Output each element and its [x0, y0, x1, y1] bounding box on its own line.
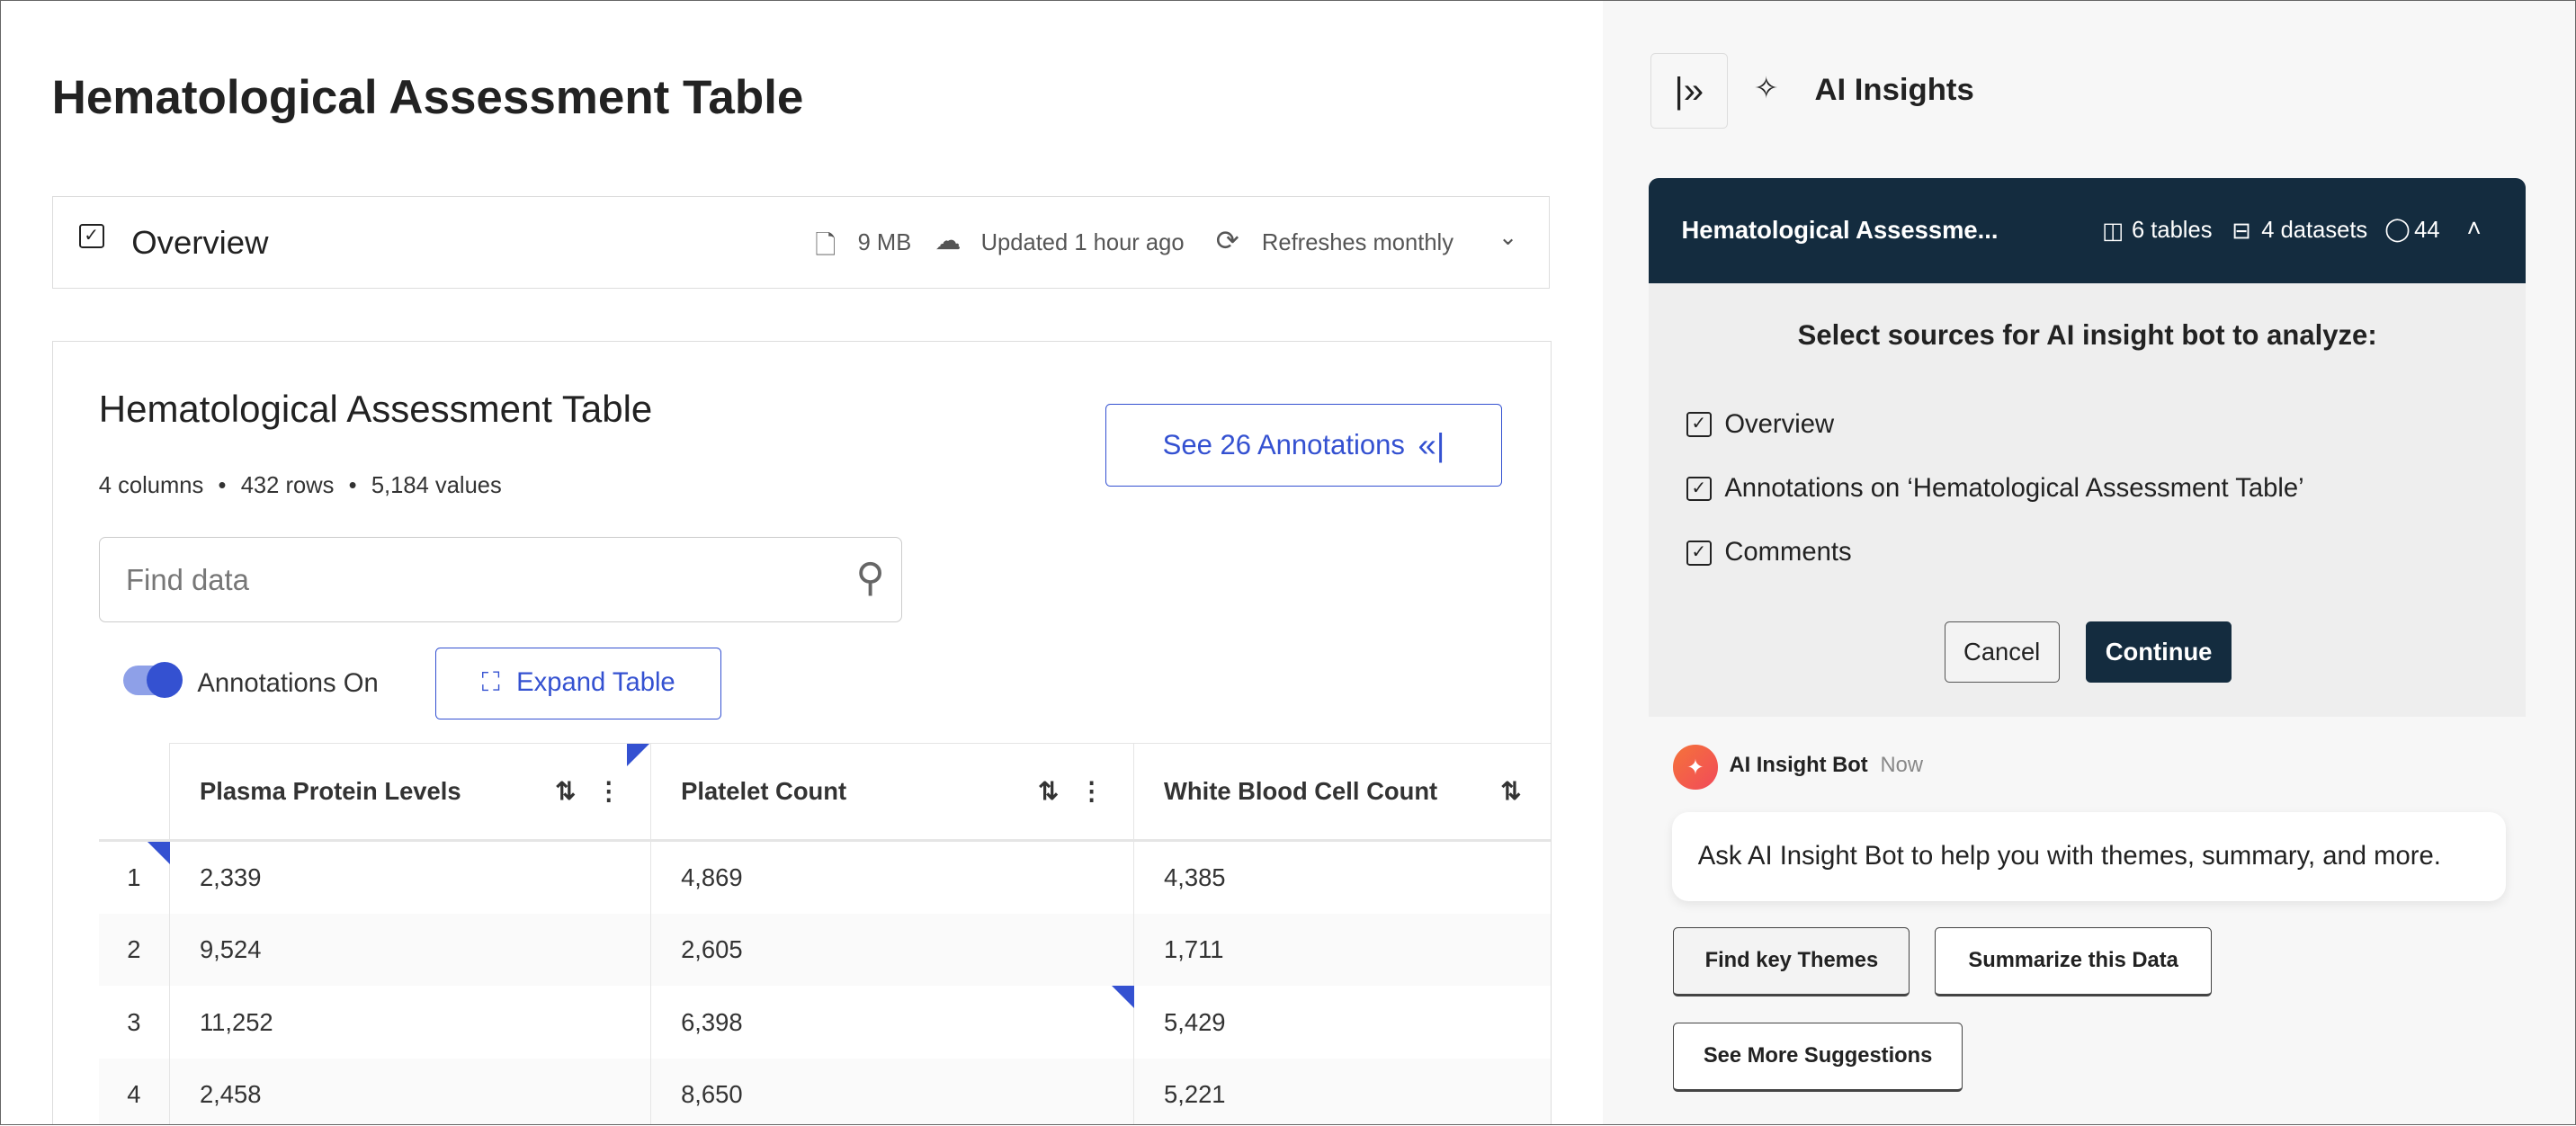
cancel-button[interactable]: Cancel [1944, 621, 2060, 683]
checkbox-checked-icon: ✓ [1686, 540, 1712, 566]
source-checkbox-annotations[interactable]: ✓ Annotations on ‘Hematological Assessmen… [1686, 474, 2304, 504]
checkbox-icon: ✓ [78, 223, 104, 249]
table-title: Hematological Assessment Table [98, 388, 653, 431]
table-row[interactable]: 2 9,524 2,605 1,711 [98, 914, 1552, 987]
sort-icon[interactable]: ⇅ [1500, 776, 1522, 805]
expand-table-label: Expand Table [516, 668, 675, 698]
source-card-title: Hematological Assessme... [1681, 216, 1999, 245]
file-icon: 🗋 [815, 231, 836, 261]
ai-insights-panel: |» ✧ AI Insights Hematological Assessme.… [1602, 1, 2575, 1125]
bot-avatar: ✦ [1673, 745, 1718, 790]
column-header-label: Plasma Protein Levels [199, 776, 461, 805]
table-stats: 4 columns • 432 rows • 5,184 values [99, 473, 502, 499]
overview-bar[interactable]: ✓ Overview 🗋 9 MB ☁ Updated 1 hour ago ⟳… [51, 196, 1551, 289]
source-checkbox-comments[interactable]: ✓ Comments [1686, 538, 1852, 567]
table-cell[interactable]: 5,221 [1133, 1058, 1552, 1125]
tables-icon: ◫ [2102, 219, 2124, 245]
cloud-upload-icon: ☁ [935, 227, 962, 256]
annotations-toggle[interactable] [123, 662, 183, 699]
sort-icon[interactable]: ⇅ ⋮ [555, 776, 622, 805]
table-card: Hematological Assessment Table 4 columns… [51, 341, 1552, 1125]
page-title: Hematological Assessment Table [51, 70, 804, 124]
annotations-toggle-label: Annotations On [197, 668, 379, 698]
data-table: Plasma Protein Levels ⇅ ⋮ Platelet Count ⇅… [98, 742, 1552, 1125]
table-cell[interactable]: 9,524 [169, 914, 651, 987]
datasets-icon: ⊟ [2232, 219, 2251, 245]
table-cell[interactable]: 6,398 [650, 986, 1134, 1059]
table-row[interactable]: 3 11,252 6,398 5,429 [99, 986, 1552, 1059]
main-panel: Hematological Assessment Table ✓ Overvie… [1, 1, 1603, 1125]
table-cell[interactable]: 4,385 [1133, 840, 1552, 915]
select-sources-title: Select sources for AI insight bot to ana… [1797, 319, 2377, 352]
column-header[interactable]: Platelet Count ⇅ ⋮ [626, 742, 1134, 842]
comments-count: 44 [2414, 218, 2440, 244]
table-row[interactable]: 4 2,458 8,650 5,221 [98, 1058, 1552, 1125]
refresh-text: Refreshes monthly [1261, 229, 1454, 255]
collapse-panel-button[interactable]: |» [1650, 53, 1728, 130]
bot-timestamp: Now [1880, 753, 1923, 777]
table-row[interactable]: 1 2,339 4,869 4,385 [99, 840, 1552, 915]
expand-table-button[interactable]: ⛶ Expand Table [435, 647, 721, 720]
refresh-icon: ⟳ [1215, 225, 1239, 257]
see-more-suggestions-button[interactable]: See More Suggestions [1673, 1023, 1963, 1092]
table-cell[interactable]: 2,339 [147, 840, 651, 915]
row-number: 1 [127, 862, 141, 891]
checkbox-checked-icon: ✓ [1686, 412, 1712, 438]
source-selection: Select sources for AI insight bot to ana… [1648, 283, 2527, 718]
sort-icon[interactable]: ⇅ ⋮ [1038, 776, 1105, 805]
table-cell[interactable]: 5,429 [1111, 986, 1552, 1059]
checkbox-checked-icon: ✓ [1686, 476, 1712, 502]
expand-icon: ⛶ [481, 668, 500, 698]
bot-message: Ask AI Insight Bot to help you with them… [1671, 812, 2507, 901]
find-key-themes-button[interactable]: Find key Themes [1673, 927, 1910, 996]
continue-button[interactable]: Continue [2085, 621, 2232, 683]
datasets-count: 4 datasets [2261, 218, 2368, 244]
overview-label: Overview [131, 223, 269, 261]
summarize-data-button[interactable]: Summarize this Data [1934, 927, 2213, 996]
column-header-label: Platelet Count [681, 776, 847, 805]
separator: • [218, 473, 227, 499]
file-size: 9 MB [857, 229, 912, 255]
columns-count: 4 columns [98, 473, 204, 499]
table-cell[interactable]: 4,869 [650, 840, 1134, 915]
comment-icon: ◯ [2384, 217, 2411, 243]
bot-name: AI Insight Bot [1729, 753, 1868, 777]
see-annotations-label: See 26 Annotations [1162, 429, 1405, 461]
row-number: 2 [98, 914, 170, 987]
double-chevron-left-icon: «| [1418, 426, 1445, 464]
collapse-right-icon: |» [1674, 70, 1704, 112]
rows-count: 432 rows [240, 473, 335, 499]
chevron-down-icon[interactable]: ⌄ [1498, 224, 1518, 250]
sparkle-icon: ✧ [1753, 70, 1779, 104]
row-number-header [98, 743, 170, 842]
search-input[interactable] [122, 560, 819, 599]
values-count: 5,184 values [371, 473, 502, 499]
column-header-label: White Blood Cell Count [1164, 776, 1438, 805]
ai-insights-title: AI Insights [1814, 73, 1974, 108]
source-card-header[interactable]: Hematological Assessme... ◫ 6 tables ⊟ 4… [1648, 178, 2527, 284]
column-header[interactable]: Plasma Protein Levels ⇅ ⋮ [169, 742, 651, 842]
table-cell[interactable]: 1,711 [1133, 914, 1552, 987]
row-number: 4 [98, 1058, 170, 1125]
updated-text: Updated 1 hour ago [980, 229, 1185, 255]
row-number: 3 [127, 1007, 141, 1036]
search-icon[interactable]: ⚲ [855, 555, 885, 600]
table-cell[interactable]: 11,252 [169, 986, 651, 1059]
separator: • [348, 473, 357, 499]
search-box[interactable]: ⚲ [98, 537, 902, 623]
table-cell[interactable]: 2,458 [169, 1058, 651, 1125]
chevron-up-icon[interactable]: ˄ [2466, 214, 2482, 243]
column-header[interactable]: White Blood Cell Count ⇅ [1133, 742, 1552, 842]
see-annotations-button[interactable]: See 26 Annotations «| [1105, 404, 1502, 487]
source-checkbox-overview[interactable]: ✓ Overview [1686, 410, 1834, 440]
table-cell[interactable]: 2,605 [650, 914, 1134, 987]
tables-count: 6 tables [2131, 218, 2213, 244]
table-cell[interactable]: 8,650 [650, 1058, 1134, 1125]
